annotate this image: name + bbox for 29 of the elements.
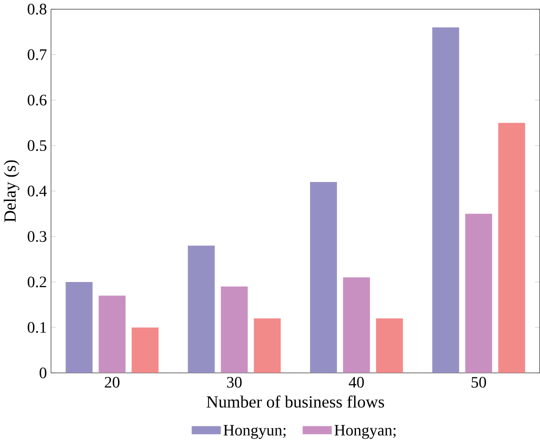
x-tick-label: 20	[104, 377, 120, 388]
y-tick-label: 0.6	[28, 94, 47, 106]
bar	[498, 123, 526, 374]
bar	[432, 28, 460, 374]
y-axis-title: Delay (s)	[4, 160, 20, 222]
y-tick-label: 0.7	[28, 49, 47, 60]
y-tick-label: 0.8	[28, 4, 46, 15]
bar	[376, 318, 403, 374]
bar	[132, 328, 159, 374]
bar	[310, 182, 337, 374]
y-tick-label: 0.1	[28, 322, 46, 334]
y-tick-label: 0	[40, 368, 46, 378]
x-tick-label: 30	[227, 377, 242, 388]
bar	[254, 318, 281, 374]
bar	[465, 214, 492, 374]
x-axis-title: Number of business flows	[206, 396, 384, 408]
bar	[220, 286, 248, 374]
bar	[98, 296, 126, 374]
y-tick-label: 0.2	[28, 276, 46, 288]
bar	[343, 278, 370, 374]
bar	[188, 246, 215, 374]
y-tick-label: 0.3	[28, 231, 46, 242]
x-tick-label: 50	[472, 377, 486, 388]
y-tick-label: 0.5	[28, 140, 46, 152]
legend-label: Hongyan;	[334, 425, 396, 440]
legend-label: Hongyun;	[224, 425, 286, 440]
bar	[66, 282, 93, 374]
x-tick-label: 40	[348, 377, 364, 388]
y-tick-label: 0.4	[28, 186, 47, 197]
